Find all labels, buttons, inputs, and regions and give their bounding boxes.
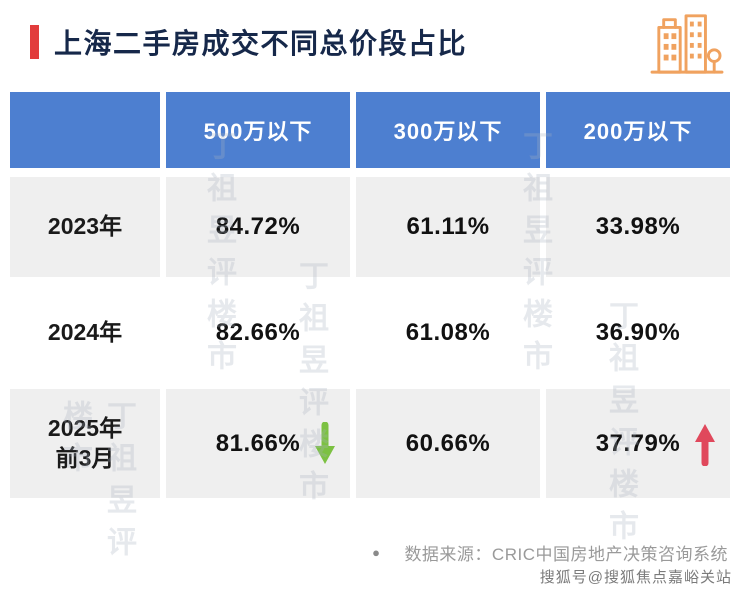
table-cell: 37.79% (546, 389, 730, 498)
data-source-text: 数据来源：CRIC中国房地产决策咨询系统 (404, 545, 728, 564)
header-under-200w: 200万以下 (546, 92, 730, 168)
table-cell: 82.66% (166, 286, 350, 380)
header-under-500w: 500万以下 (166, 92, 350, 168)
table-cell: 81.66% (166, 389, 350, 498)
price-band-table: 500万以下 300万以下 200万以下 2023年 84.72% 61.11%… (10, 92, 730, 498)
table-cell: 36.90% (546, 286, 730, 380)
table-cell: 84.72% (166, 177, 350, 277)
table-cell: 61.08% (356, 286, 540, 380)
sohu-credit: 搜狐号@搜狐焦点嘉峪关站 (539, 569, 732, 586)
row-label-2025-line1: 2025年 (47, 414, 123, 441)
table-cell: 60.66% (356, 389, 540, 498)
value-2024-500w: 82.66% (215, 319, 301, 346)
value-2025-300w: 60.66% (405, 429, 491, 457)
header-under-300w: 300万以下 (356, 92, 540, 168)
bullet-icon: ● (372, 545, 381, 560)
row-label-2025: 2025年 前3月 (10, 389, 160, 498)
city-building-icon (650, 8, 724, 81)
trend-up-icon (692, 422, 718, 466)
value-2023-300w: 61.11% (406, 213, 490, 240)
title-accent-bar (30, 25, 39, 59)
row-label-2025-line2: 前3月 (55, 444, 115, 471)
page-title: 上海二手房成交不同总价段占比 (54, 28, 468, 59)
table-cell: 61.11% (356, 177, 540, 277)
row-label-2024: 2024年 (10, 286, 160, 380)
data-source-note: ● 数据来源：CRIC中国房地产决策咨询系统 (372, 540, 728, 565)
value-2023-200w: 33.98% (595, 213, 681, 240)
value-2025-500w: 81.66% (215, 429, 301, 457)
trend-down-icon (312, 421, 338, 466)
value-2024-200w: 36.90% (595, 319, 681, 346)
table-cell: 33.98% (546, 177, 730, 277)
row-label-2023: 2023年 (10, 177, 160, 277)
value-2025-200w: 37.79% (595, 429, 681, 457)
header-corner-cell (10, 92, 160, 168)
title-block: 上海二手房成交不同总价段占比 (30, 22, 467, 62)
value-2023-500w: 84.72% (215, 213, 301, 240)
value-2024-300w: 61.08% (405, 319, 491, 346)
